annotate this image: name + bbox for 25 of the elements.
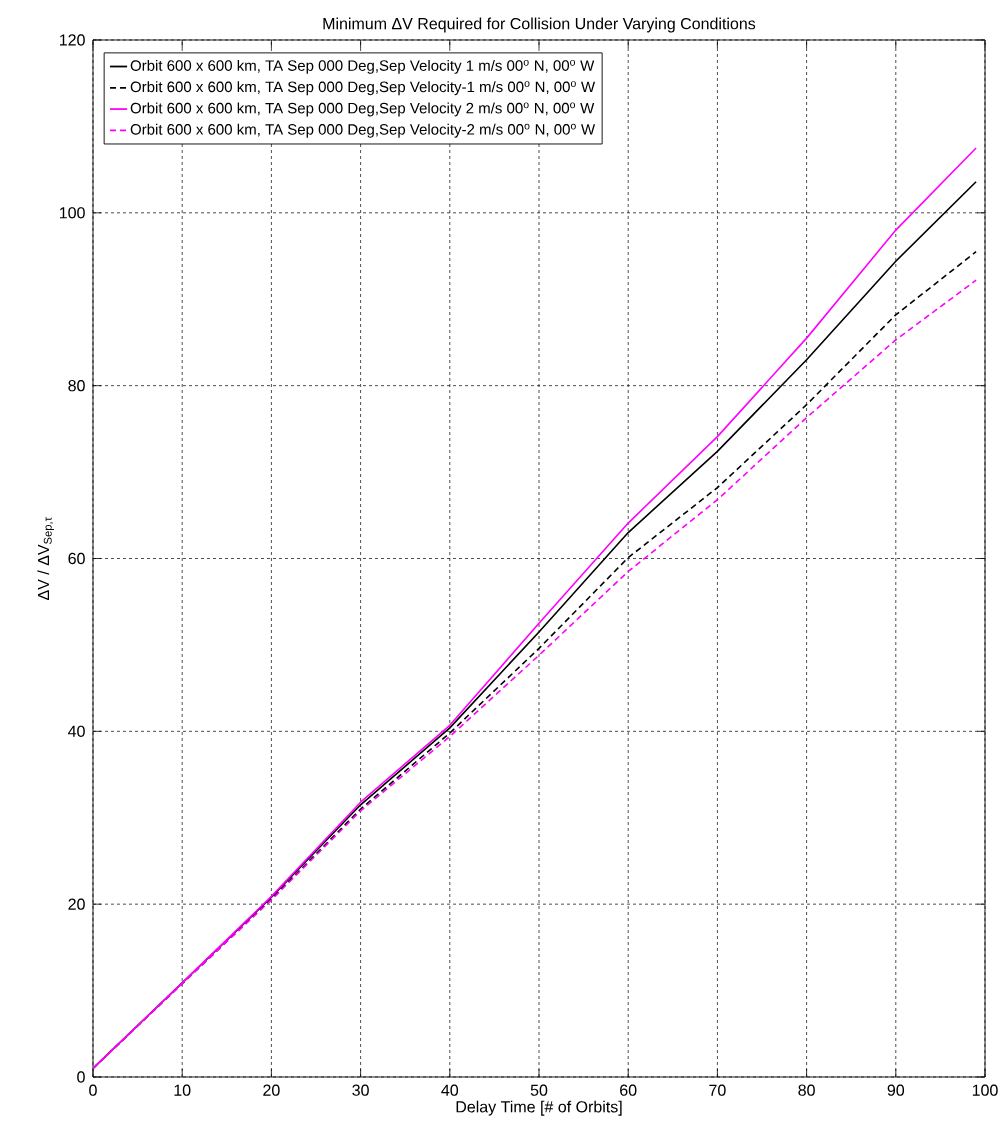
- y-tick-label: 40: [68, 725, 85, 737]
- x-tick-label: 90: [887, 1084, 905, 1096]
- y-tick-label: 100: [59, 207, 85, 219]
- legend-label: Orbit 600 x 600 km, TA Sep 000 Deg,Sep Velocity 2 m/s 00$^{o}$ N, 00$^{o}$ W: [130, 102, 595, 117]
- y-tick-label: 80: [68, 380, 85, 392]
- legend-label: Orbit 600 x 600 km, TA Sep 000 Deg,Sep Velocity 1 m/s 00$^{o}$ N, 00$^{o}$ W: [130, 59, 595, 74]
- x-tick-label: 0: [89, 1084, 97, 1096]
- x-tick-label: 60: [620, 1084, 637, 1096]
- x-tick-label: 30: [352, 1084, 369, 1096]
- x-tick-label: 50: [530, 1084, 548, 1096]
- y-tick-label: 20: [68, 898, 85, 910]
- x-tick-label: 70: [709, 1084, 726, 1096]
- legend-label: Orbit 600 x 600 km, TA Sep 000 Deg,Sep Velocity-2 m/s 00$^{o}$ N, 00$^{o}$ W: [130, 123, 596, 138]
- x-tick-label: 100: [972, 1084, 998, 1096]
- x-tick-label: 40: [441, 1084, 459, 1096]
- chart-title: Minimum ΔV Required for Collision Under Varying Conditions: [323, 17, 756, 33]
- x-tick-label: 20: [263, 1084, 280, 1096]
- y-tick-label: 0: [77, 1071, 85, 1083]
- y-tick-label: 120: [59, 34, 85, 46]
- legend-label: Orbit 600 x 600 km, TA Sep 000 Deg,Sep Velocity-1 m/s 00$^{o}$ N, 00$^{o}$ W: [130, 81, 596, 96]
- x-axis-title: Delay Time [# of Orbits]: [456, 1100, 622, 1116]
- y-tick-label: 60: [68, 552, 85, 565]
- x-tick-label: 80: [798, 1084, 815, 1096]
- y-axis-title: ΔV / ΔV$_{Sep,τ}$: [37, 517, 54, 601]
- x-tick-label: 10: [174, 1084, 191, 1096]
